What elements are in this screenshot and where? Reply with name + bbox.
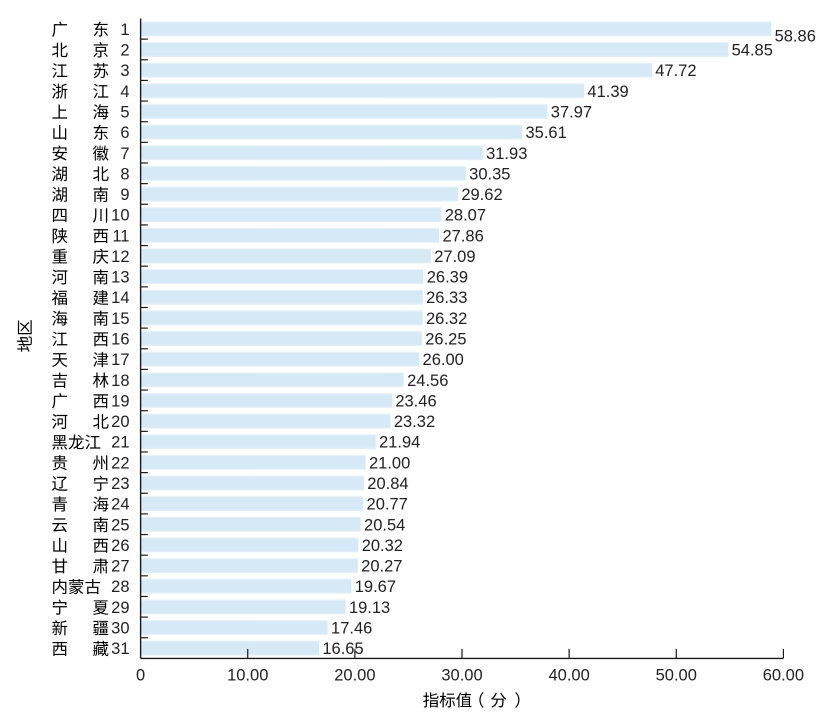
svg-text:21: 21 bbox=[111, 434, 129, 452]
svg-text:0: 0 bbox=[136, 666, 145, 684]
svg-text:26.25: 26.25 bbox=[425, 331, 466, 349]
svg-text:24.56: 24.56 bbox=[407, 372, 448, 390]
svg-text:25: 25 bbox=[111, 516, 129, 534]
svg-text:26.00: 26.00 bbox=[423, 351, 464, 369]
svg-text:24: 24 bbox=[111, 496, 129, 514]
svg-text:60.00: 60.00 bbox=[763, 666, 804, 684]
svg-text:27: 27 bbox=[111, 558, 129, 576]
svg-text:2: 2 bbox=[120, 42, 129, 60]
svg-text:58.86: 58.86 bbox=[775, 28, 816, 46]
svg-text:7: 7 bbox=[120, 145, 129, 163]
svg-text:8: 8 bbox=[120, 165, 129, 183]
svg-text:14: 14 bbox=[111, 289, 129, 307]
svg-text:1: 1 bbox=[120, 21, 129, 39]
svg-text:26.39: 26.39 bbox=[427, 269, 468, 287]
svg-text:20.54: 20.54 bbox=[364, 516, 405, 534]
svg-text:20.00: 20.00 bbox=[334, 666, 375, 684]
svg-text:19.13: 19.13 bbox=[349, 599, 390, 617]
svg-text:18: 18 bbox=[111, 372, 129, 390]
svg-text:10.00: 10.00 bbox=[227, 666, 268, 684]
svg-text:29.62: 29.62 bbox=[461, 186, 502, 204]
svg-text:47.72: 47.72 bbox=[655, 62, 696, 80]
svg-text:30.35: 30.35 bbox=[469, 165, 510, 183]
svg-text:4: 4 bbox=[120, 83, 129, 101]
svg-text:20.27: 20.27 bbox=[361, 558, 402, 576]
svg-text:20: 20 bbox=[111, 413, 129, 431]
svg-text:16: 16 bbox=[111, 331, 129, 349]
svg-text:28.07: 28.07 bbox=[445, 207, 486, 225]
svg-text:6: 6 bbox=[120, 124, 129, 142]
svg-text:19: 19 bbox=[111, 392, 129, 410]
svg-text:21.00: 21.00 bbox=[369, 454, 410, 472]
svg-text:22: 22 bbox=[111, 454, 129, 472]
svg-text:26.33: 26.33 bbox=[426, 289, 467, 307]
svg-text:20.32: 20.32 bbox=[362, 537, 403, 555]
svg-text:12: 12 bbox=[111, 248, 129, 266]
svg-text:19.67: 19.67 bbox=[355, 578, 396, 596]
svg-text:3: 3 bbox=[120, 62, 129, 80]
svg-text:30.00: 30.00 bbox=[441, 666, 482, 684]
svg-text:31: 31 bbox=[111, 640, 129, 658]
svg-text:16.65: 16.65 bbox=[322, 640, 363, 658]
svg-text:13: 13 bbox=[111, 269, 129, 287]
svg-text:28: 28 bbox=[111, 578, 129, 596]
svg-text:17: 17 bbox=[111, 351, 129, 369]
svg-text:26: 26 bbox=[111, 537, 129, 555]
svg-text:37.97: 37.97 bbox=[551, 103, 592, 121]
svg-text:20.84: 20.84 bbox=[367, 475, 408, 493]
svg-text:9: 9 bbox=[120, 186, 129, 204]
svg-text:31.93: 31.93 bbox=[486, 145, 527, 163]
svg-text:10: 10 bbox=[111, 207, 129, 225]
svg-text:11: 11 bbox=[112, 227, 129, 245]
svg-text:35.61: 35.61 bbox=[526, 124, 567, 142]
svg-text:23.32: 23.32 bbox=[394, 413, 435, 431]
svg-text:15: 15 bbox=[111, 310, 129, 328]
svg-text:27.09: 27.09 bbox=[434, 248, 475, 266]
svg-text:40.00: 40.00 bbox=[548, 666, 589, 684]
svg-text:29: 29 bbox=[111, 599, 129, 617]
svg-text:17.46: 17.46 bbox=[331, 620, 372, 638]
svg-text:21.94: 21.94 bbox=[379, 434, 420, 452]
svg-text:23.46: 23.46 bbox=[395, 392, 436, 410]
svg-text:50.00: 50.00 bbox=[656, 666, 697, 684]
svg-text:54.85: 54.85 bbox=[732, 42, 773, 60]
svg-text:23: 23 bbox=[111, 475, 129, 493]
svg-text:26.32: 26.32 bbox=[426, 310, 467, 328]
svg-text:5: 5 bbox=[120, 103, 129, 121]
svg-text:30: 30 bbox=[111, 620, 129, 638]
svg-text:41.39: 41.39 bbox=[587, 83, 628, 101]
svg-text:27.86: 27.86 bbox=[442, 227, 483, 245]
svg-text:20.77: 20.77 bbox=[367, 496, 408, 514]
